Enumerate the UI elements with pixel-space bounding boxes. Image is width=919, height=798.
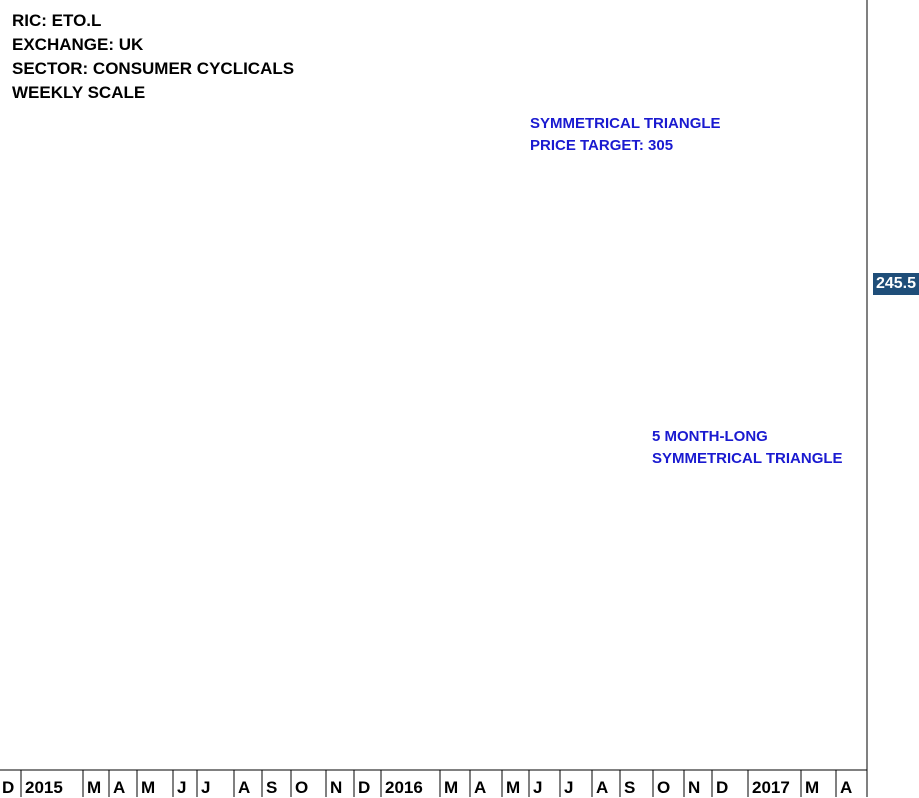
x-tick-label: A: [238, 778, 251, 797]
x-tick-label: J: [177, 778, 187, 797]
x-tick-label: D: [358, 778, 371, 797]
x-tick-label: D: [2, 778, 15, 797]
last-price-badge: 245.5: [872, 273, 919, 295]
x-tick-label: S: [624, 778, 636, 797]
target-annotation-line2: PRICE TARGET: 305: [530, 137, 674, 154]
x-tick-label: 2017: [752, 778, 790, 797]
x-tick-label: A: [474, 778, 487, 797]
x-tick-label: N: [330, 778, 343, 797]
x-tick-label: M: [141, 778, 156, 797]
x-tick-label: O: [295, 778, 309, 797]
exchange-label: EXCHANGE: UK: [12, 35, 144, 54]
x-tick-label: M: [506, 778, 521, 797]
pattern-annotation-line1: 5 MONTH-LONG: [652, 428, 768, 445]
x-tick-label: M: [805, 778, 820, 797]
x-tick-label: J: [201, 778, 211, 797]
x-tick-label: A: [840, 778, 853, 797]
x-tick-label: M: [87, 778, 102, 797]
pattern-annotation-line2: SYMMETRICAL TRIANGLE: [652, 450, 843, 467]
sector-label: SECTOR: CONSUMER CYCLICALS: [12, 59, 295, 78]
x-tick-label: A: [113, 778, 126, 797]
scale-label: WEEKLY SCALE: [12, 83, 146, 102]
x-tick-label: N: [688, 778, 701, 797]
x-tick-label: O: [657, 778, 671, 797]
x-tick-label: J: [533, 778, 543, 797]
ric-label: RIC: ETO.L: [12, 11, 102, 30]
target-annotation-line1: SYMMETRICAL TRIANGLE: [530, 115, 721, 132]
x-tick-label: D: [716, 778, 729, 797]
x-tick-label: 2016: [385, 778, 423, 797]
x-tick-label: 2015: [25, 778, 63, 797]
x-tick-label: M: [444, 778, 459, 797]
x-tick-label: A: [596, 778, 609, 797]
x-tick-label: J: [564, 778, 574, 797]
x-tick-label: S: [266, 778, 278, 797]
